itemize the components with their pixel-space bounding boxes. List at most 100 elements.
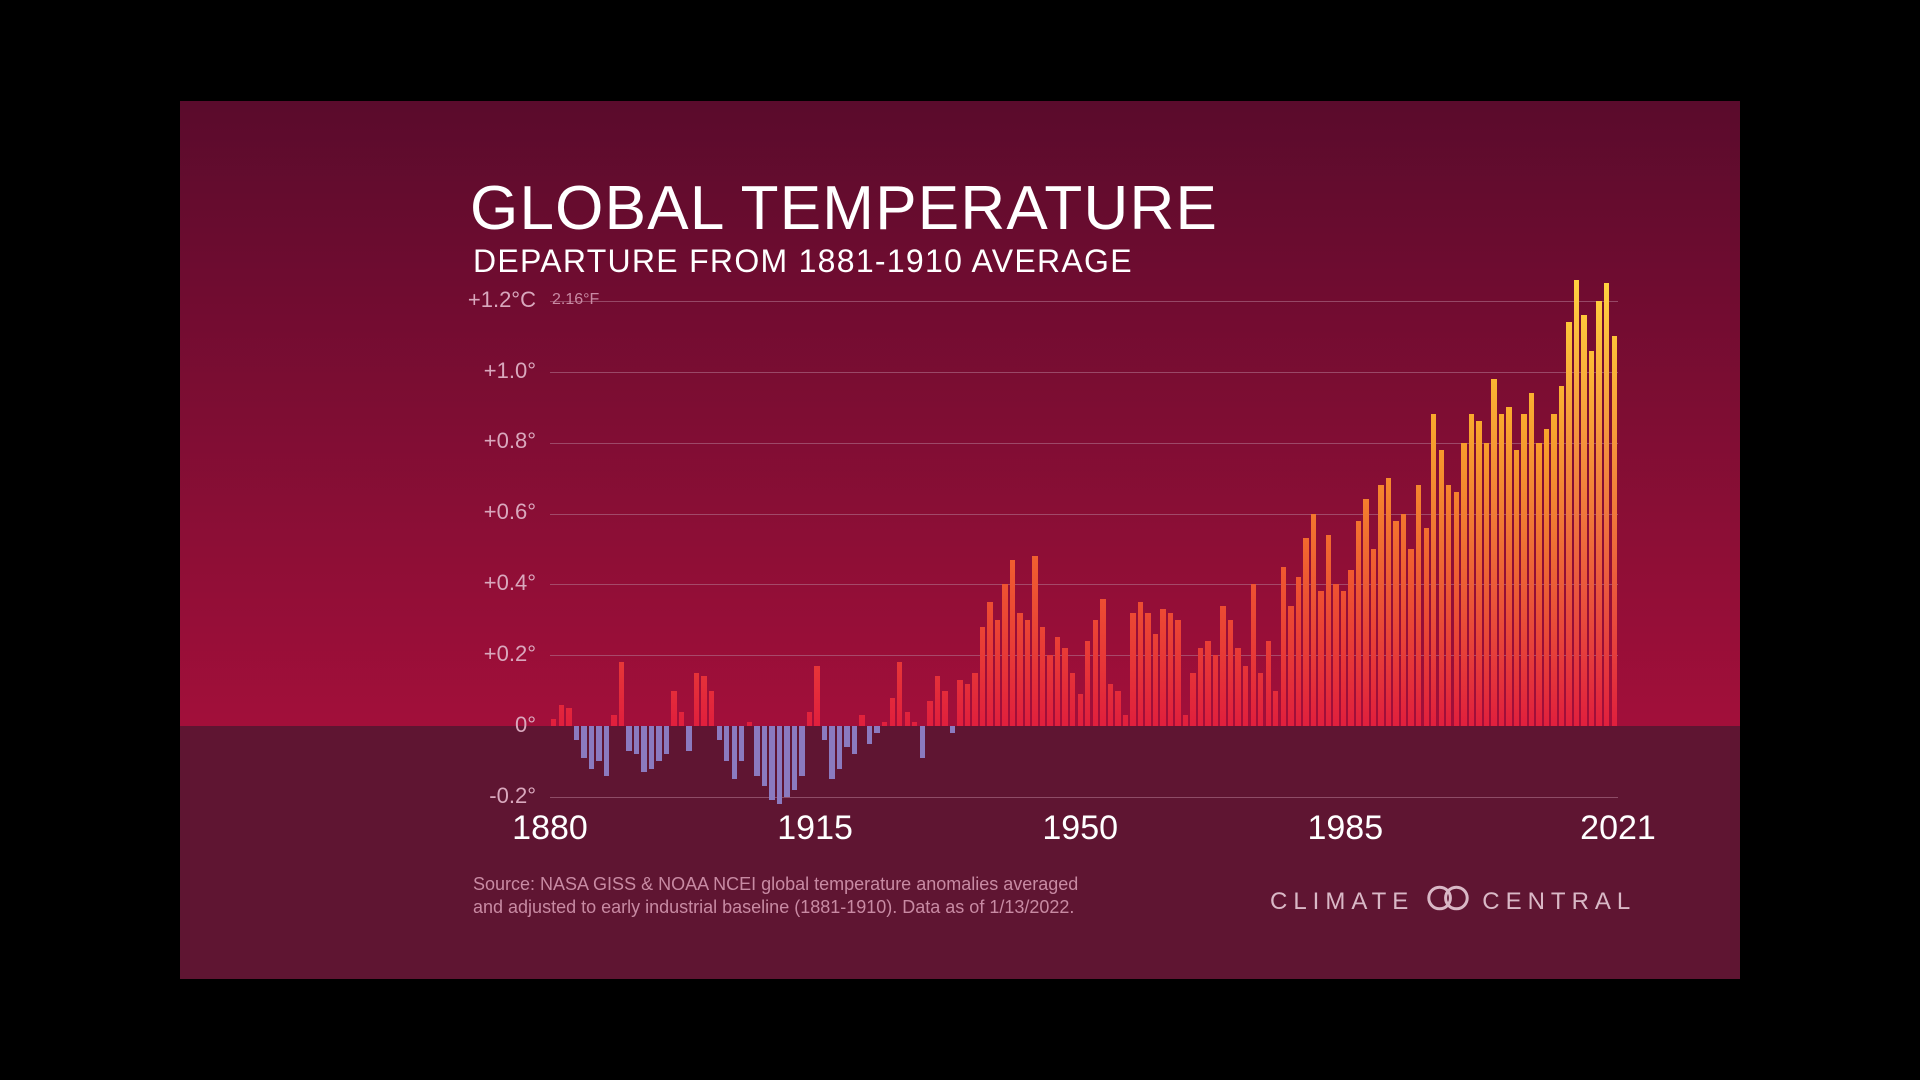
gridline: [550, 443, 1618, 444]
temperature-bar: [1318, 591, 1323, 726]
temperature-bar: [890, 698, 895, 726]
temperature-bar: [1439, 450, 1444, 726]
temperature-bar: [1476, 421, 1481, 726]
temperature-bar: [626, 726, 631, 751]
temperature-bar: [1108, 684, 1113, 727]
temperature-bar: [1612, 336, 1617, 726]
temperature-bar: [1544, 429, 1549, 727]
temperature-bar: [807, 712, 812, 726]
temperature-bar: [822, 726, 827, 740]
temperature-bar: [664, 726, 669, 754]
temperature-bar: [1145, 613, 1150, 726]
temperature-bar: [559, 705, 564, 726]
x-tick-label: 1880: [512, 809, 588, 848]
temperature-bar: [739, 726, 744, 761]
y-tick-label: -0.2°: [489, 783, 536, 809]
x-tick-label: 1985: [1307, 809, 1383, 848]
temperature-bar: [792, 726, 797, 790]
temperature-bar: [1559, 386, 1564, 726]
temperature-bar: [1529, 393, 1534, 726]
temperature-bar: [747, 722, 752, 726]
y-tick-label: 0°: [515, 712, 536, 738]
temperature-bar: [1348, 570, 1353, 726]
y-tick-label: +1.0°: [484, 358, 536, 384]
y-tick-label: +0.6°: [484, 499, 536, 525]
temperature-bar: [1574, 280, 1579, 726]
temperature-bar: [1281, 567, 1286, 726]
y-tick-label: +0.2°: [484, 641, 536, 667]
temperature-bar: [1446, 485, 1451, 726]
temperature-bar: [671, 691, 676, 726]
source-line-2: and adjusted to early industrial baselin…: [473, 896, 1078, 919]
temperature-bar: [1062, 648, 1067, 726]
temperature-bar: [596, 726, 601, 761]
temperature-bar: [874, 726, 879, 733]
temperature-bar: [844, 726, 849, 747]
temperature-bar: [1431, 414, 1436, 726]
temperature-bar: [1566, 322, 1571, 726]
temperature-bar: [1386, 478, 1391, 726]
temperature-bar: [551, 719, 556, 726]
temperature-bar: [634, 726, 639, 754]
temperature-bar: [589, 726, 594, 769]
temperature-bar: [829, 726, 834, 779]
temperature-bar: [784, 726, 789, 797]
temperature-bar: [1070, 673, 1075, 726]
temperature-bar: [852, 726, 857, 754]
temperature-bar: [581, 726, 586, 758]
temperature-bar: [1055, 637, 1060, 726]
temperature-bar: [762, 726, 767, 786]
x-tick-label: 1950: [1042, 809, 1118, 848]
temperature-bar: [965, 684, 970, 727]
temperature-bar: [927, 701, 932, 726]
brand-logo: CLIMATE CENTRAL: [1270, 883, 1636, 920]
temperature-bar: [1401, 514, 1406, 727]
source-footer: Source: NASA GISS & NOAA NCEI global tem…: [473, 873, 1078, 918]
y-tick-sublabel: 2.16°F: [552, 291, 599, 309]
temperature-bar: [649, 726, 654, 769]
temperature-bar: [604, 726, 609, 776]
temperature-bar: [1363, 499, 1368, 726]
temperature-bar: [1168, 613, 1173, 726]
x-tick-label: 1915: [777, 809, 853, 848]
temperature-bar: [686, 726, 691, 751]
stage: GLOBAL TEMPERATURE DEPARTURE FROM 1881-1…: [0, 0, 1920, 1080]
temperature-bar: [1235, 648, 1240, 726]
temperature-bar: [777, 726, 782, 804]
temperature-bar: [799, 726, 804, 776]
temperature-bar: [769, 726, 774, 800]
chart-subtitle: DEPARTURE FROM 1881-1910 AVERAGE: [473, 243, 1133, 280]
temperature-bar: [1130, 613, 1135, 726]
brand-text-right: CENTRAL: [1482, 888, 1636, 916]
y-tick-label: +0.8°: [484, 428, 536, 454]
temperature-bar: [1506, 407, 1511, 726]
temperature-bar: [574, 726, 579, 740]
temperature-bar: [694, 673, 699, 726]
temperature-bar: [724, 726, 729, 761]
temperature-bar: [732, 726, 737, 779]
temperature-bar: [1341, 591, 1346, 726]
temperature-bar: [1100, 599, 1105, 727]
temperature-bar: [905, 712, 910, 726]
temperature-bar: [972, 673, 977, 726]
temperature-bar: [1288, 606, 1293, 726]
temperature-bar: [1190, 673, 1195, 726]
temperature-bar: [754, 726, 759, 776]
temperature-bar: [1205, 641, 1210, 726]
chart-card: GLOBAL TEMPERATURE DEPARTURE FROM 1881-1…: [180, 101, 1740, 979]
temperature-bar: [1002, 584, 1007, 726]
temperature-bar: [912, 722, 917, 726]
temperature-bar: [1461, 443, 1466, 726]
temperature-bar: [1010, 560, 1015, 726]
x-tick-label: 2021: [1580, 809, 1656, 848]
temperature-bar: [1078, 694, 1083, 726]
temperature-bar: [935, 676, 940, 726]
temperature-bar: [1258, 673, 1263, 726]
temperature-bar: [1213, 655, 1218, 726]
temperature-bar: [1138, 602, 1143, 726]
temperature-bar: [950, 726, 955, 733]
temperature-bar: [1589, 351, 1594, 726]
temperature-bar: [1581, 315, 1586, 726]
temperature-bar: [859, 715, 864, 726]
temperature-bar: [1596, 301, 1601, 726]
